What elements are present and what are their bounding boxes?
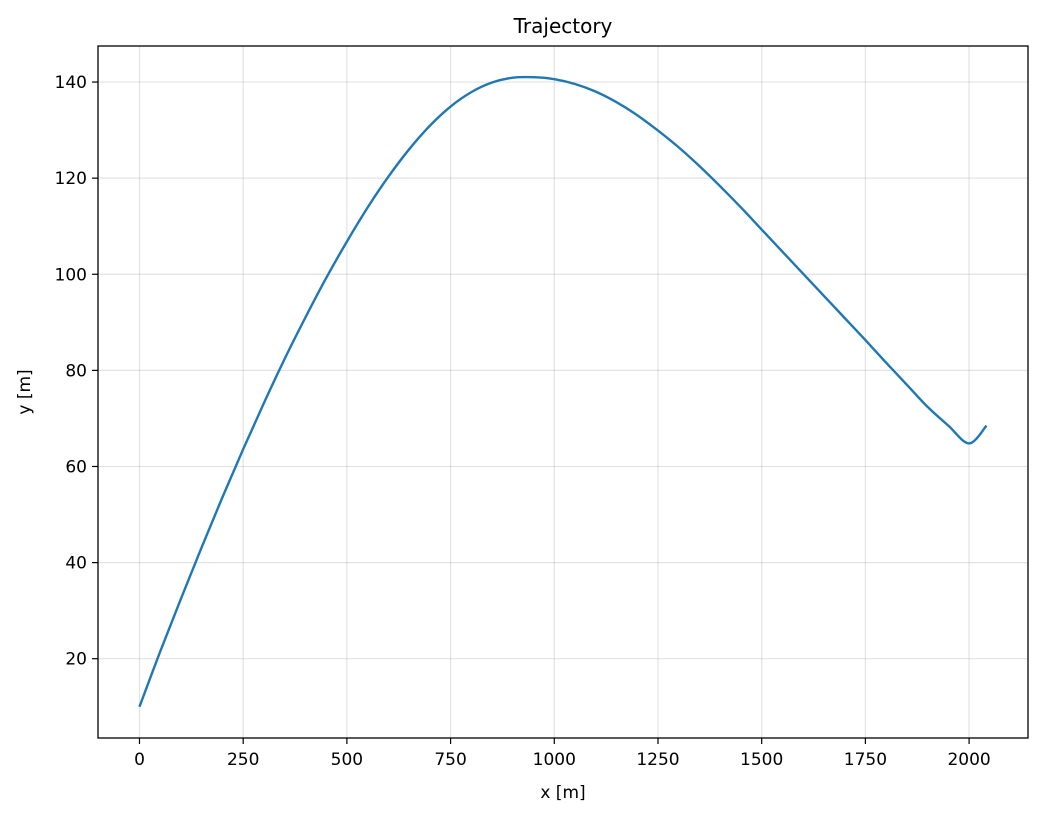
x-tick-label: 1250: [636, 750, 679, 770]
x-tick-label: 1750: [844, 750, 887, 770]
y-tick-label: 120: [55, 169, 87, 189]
y-tick-label: 100: [55, 265, 87, 285]
x-tick-label: 0: [134, 750, 145, 770]
x-tick-label: 250: [227, 750, 259, 770]
grid: [98, 46, 1028, 738]
x-axis: 0 250 500 750 1000 1250 1500 1750 2000: [134, 738, 991, 770]
trajectory-line: [138, 75, 988, 708]
x-tick-label: 1500: [740, 750, 783, 770]
y-tick-label: 20: [65, 650, 87, 670]
x-tick-label: 1000: [533, 750, 576, 770]
x-tick-label: 750: [434, 750, 466, 770]
y-tick-label: 40: [65, 554, 87, 574]
chart-title: Trajectory: [513, 14, 613, 38]
y-axis: 20 40 60 80 100 120 140: [55, 73, 98, 670]
x-tick-label: 500: [331, 750, 363, 770]
y-tick-label: 80: [65, 361, 87, 381]
x-tick-label: 2000: [947, 750, 990, 770]
y-axis-label: y [m]: [15, 369, 35, 414]
series-layer: [138, 75, 988, 708]
y-tick-label: 140: [55, 73, 87, 93]
x-axis-label: x [m]: [540, 783, 585, 803]
y-tick-label: 60: [65, 457, 87, 477]
plot-frame: [97, 45, 1029, 739]
